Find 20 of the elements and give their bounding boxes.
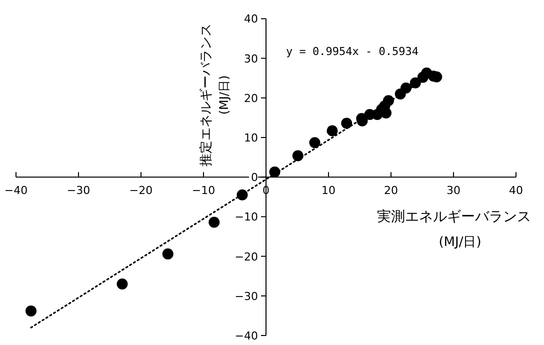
y-tick-label: −40 [234,330,258,342]
x-tick-label: −30 [66,184,90,198]
x-tick-label: 40 [509,184,523,198]
x-tick-label: 20 [384,184,398,198]
y-tick-label: 0 [251,171,258,184]
y-tick-label: 40 [244,12,258,26]
x-tick-label: 10 [322,184,336,198]
y-tick-label: 30 [244,52,258,66]
x-tick-label: 30 [446,184,460,198]
y-tick-label: 20 [244,92,258,105]
x-tick-label: −40 [4,184,28,198]
annotation: y = 0.9954x - 0.5934 [286,45,419,58]
y-tick-label: 10 [244,132,258,144]
y-tick-label: −20 [234,250,258,264]
x-tick-label: −20 [129,184,153,198]
y-axis-title: 推定エネルギーバランス (MJ/日) [199,24,231,166]
x-tick-label: −10 [192,184,216,198]
y-tick-label: −30 [234,290,258,303]
y-tick-label: −10 [234,210,258,224]
x-axis-title: 実測エネルギーバランス (MJ/日) [377,209,531,250]
